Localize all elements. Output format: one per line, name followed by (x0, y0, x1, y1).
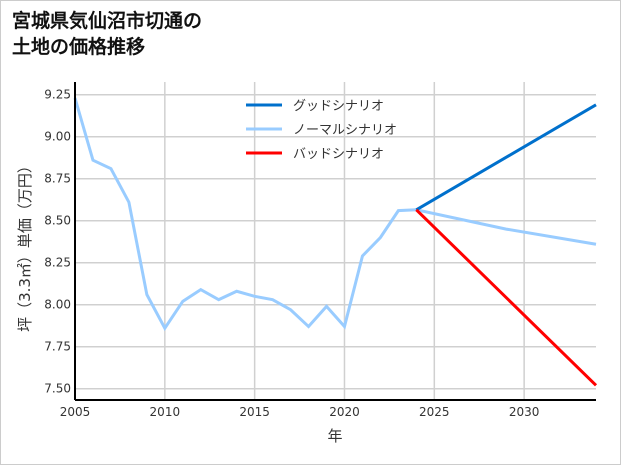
y-tick-label: 8.50 (44, 214, 71, 228)
y-tick-label: 9.00 (44, 130, 71, 144)
legend-label: グッドシナリオ (293, 99, 384, 114)
legend-label: バッドシナリオ (293, 147, 384, 162)
x-tick-label: 2020 (329, 405, 360, 419)
y-tick-label: 8.25 (44, 256, 71, 270)
legend-label: ノーマルシナリオ (293, 123, 397, 138)
x-tick-label: 2025 (419, 405, 450, 419)
x-tick-label: 2005 (60, 405, 91, 419)
chart-title-line-2: 土地の価格推移 (12, 36, 146, 58)
series-line-1 (73, 97, 597, 332)
chart-title-line-1: 宮城県気仙沼市切通の (12, 10, 203, 32)
y-tick-label: 8.75 (44, 172, 71, 186)
series-line-0 (415, 103, 597, 212)
x-axis-label: 年 (327, 427, 342, 445)
y-axis-label: 坪（3.3㎡）単価（万円） (16, 158, 34, 332)
x-tick-label: 2015 (239, 405, 270, 419)
chart-title: 宮城県気仙沼市切通の 土地の価格推移 (12, 8, 202, 60)
y-tick-label: 8.00 (44, 298, 71, 312)
y-tick-label: 7.75 (44, 340, 71, 354)
x-tick-label: 2030 (509, 405, 540, 419)
series-line-2 (415, 208, 598, 387)
x-tick-label: 2010 (150, 405, 181, 419)
y-tick-label: 7.50 (44, 382, 71, 396)
y-tick-label: 9.25 (44, 88, 71, 102)
